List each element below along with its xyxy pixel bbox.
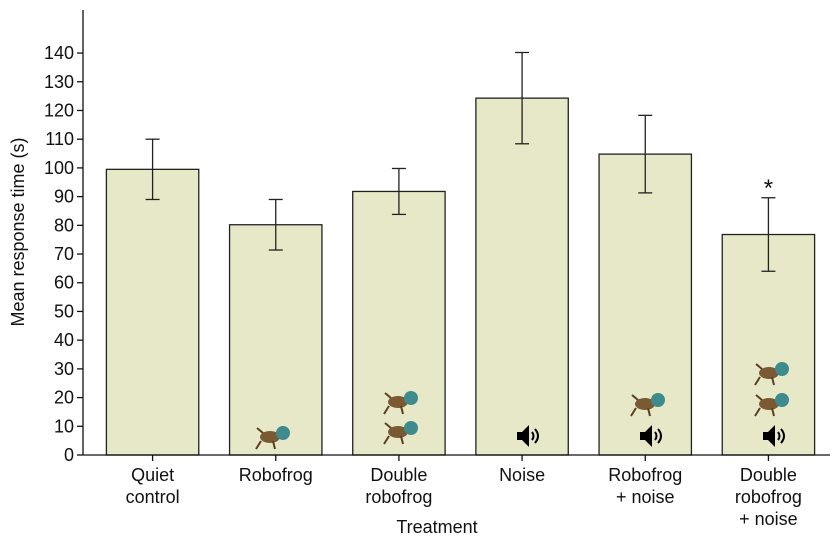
annotation: * — [764, 175, 773, 202]
y-tick-label: 20 — [54, 388, 74, 408]
y-axis-label: Mean response time (s) — [8, 137, 28, 326]
x-tick-label: Double robofrog + noise — [735, 465, 802, 529]
y-tick-label: 130 — [44, 72, 74, 92]
x-tick-label: Quiet control — [126, 465, 180, 507]
speaker-icon — [517, 425, 539, 447]
x-axis-label: Treatment — [396, 517, 477, 537]
y-tick-label: 60 — [54, 273, 74, 293]
y-tick-label: 30 — [54, 359, 74, 379]
bar — [105, 168, 200, 456]
frog-icon — [754, 393, 789, 417]
y-tick-label: 120 — [44, 100, 74, 120]
frog-icon — [255, 426, 290, 450]
x-tick-label: Noise — [499, 465, 545, 485]
speaker-icon — [640, 425, 662, 447]
speaker-icon — [763, 425, 785, 447]
x-tick-label: Robofrog — [239, 465, 313, 485]
y-tick-label: 70 — [54, 244, 74, 264]
y-tick-label: 10 — [54, 416, 74, 436]
frog-icon — [754, 362, 789, 386]
y-tick-label: 0 — [64, 445, 74, 465]
x-tick-label: Double robofrog — [365, 465, 432, 507]
y-tick-label: 110 — [45, 129, 74, 149]
y-tick-label: 100 — [44, 158, 74, 178]
y-tick-label: 80 — [54, 215, 74, 235]
x-tick-label: Robofrog + noise — [608, 465, 682, 507]
bar — [228, 224, 323, 456]
frog-icon — [383, 391, 418, 415]
bar — [475, 97, 569, 456]
y-tick-label: 140 — [44, 43, 74, 63]
bar — [352, 190, 446, 456]
y-tick-label: 90 — [54, 187, 74, 207]
y-tick-label: 50 — [54, 301, 74, 321]
frog-icon — [630, 393, 665, 417]
y-tick-label: 40 — [54, 330, 74, 350]
frog-icon — [383, 421, 418, 445]
treatment-icons — [255, 362, 789, 450]
